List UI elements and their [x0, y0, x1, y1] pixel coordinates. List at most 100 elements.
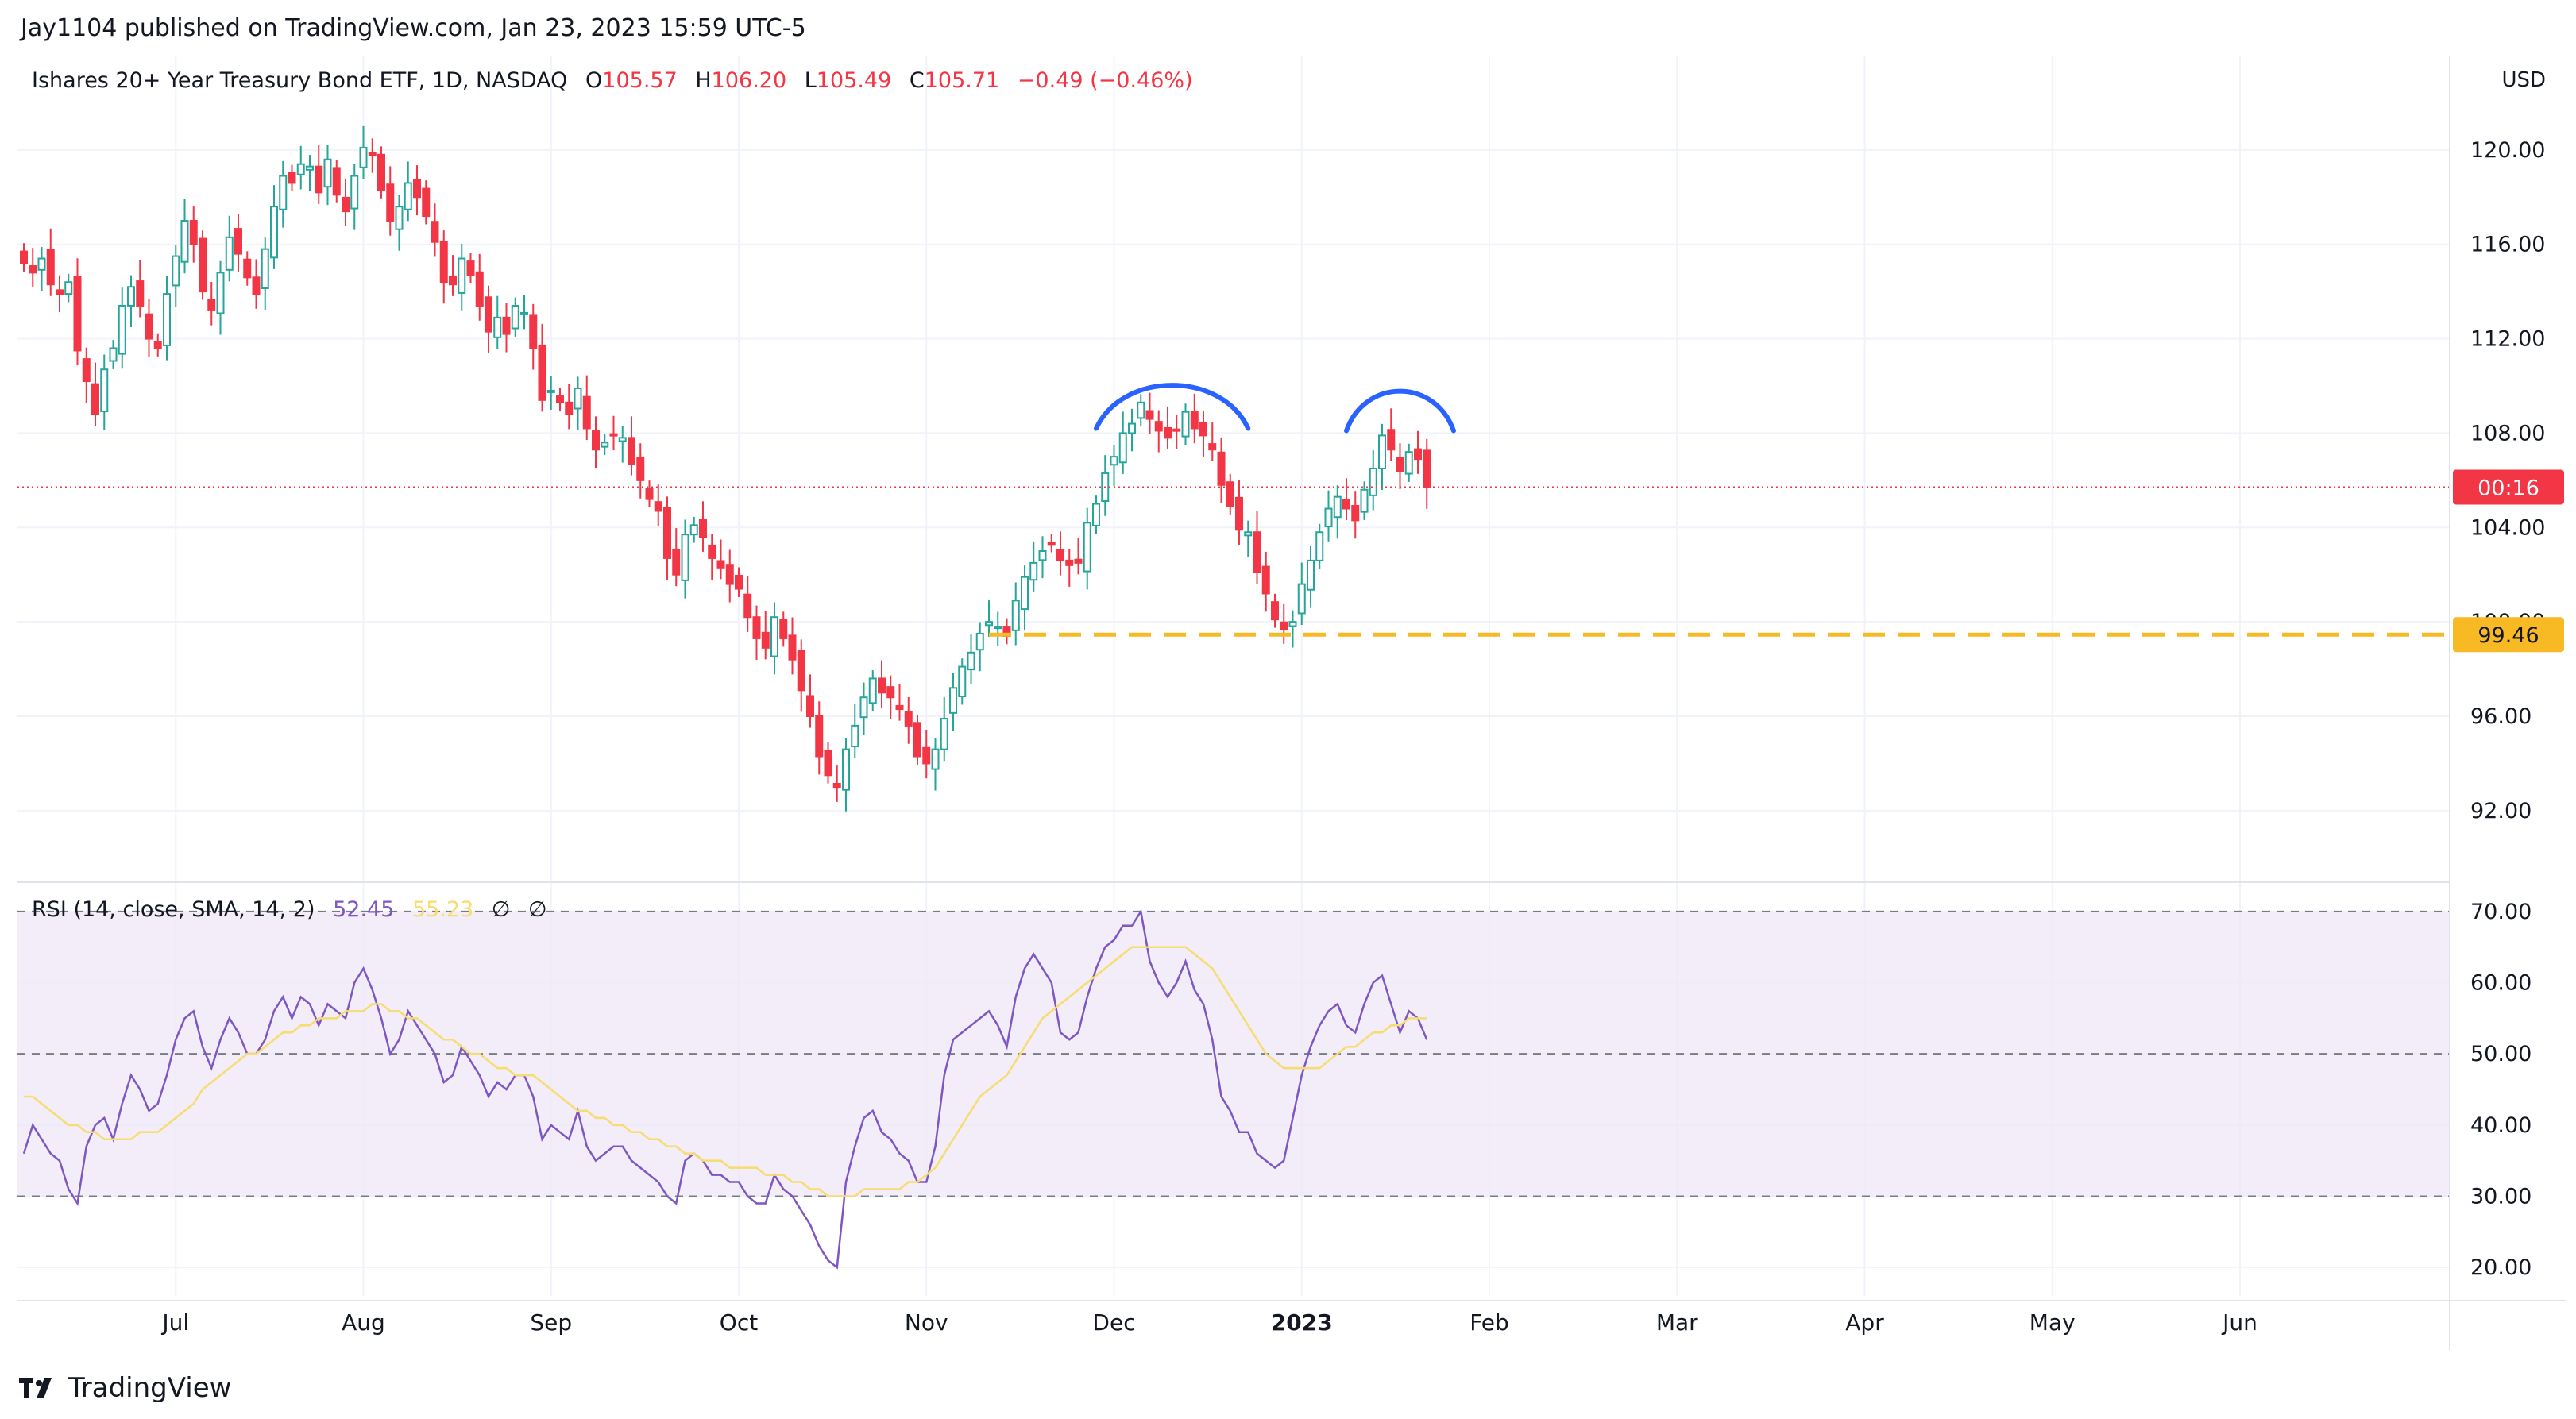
candle-body [46, 249, 55, 286]
time-tick-label: 2023 [1271, 1309, 1333, 1336]
candle-body [252, 276, 261, 295]
candle-body [306, 165, 314, 171]
candle-body [1369, 468, 1377, 496]
candle-body [1110, 456, 1118, 466]
symbol-title[interactable]: Ishares 20+ Year Treasury Bond ETF, 1D, … [32, 68, 568, 93]
candle-body [618, 437, 627, 442]
candle-body [350, 175, 359, 210]
candle-body [788, 634, 797, 661]
high-label: H [695, 68, 712, 93]
candle-body [1181, 411, 1190, 438]
candle-body [29, 265, 37, 274]
candle-body [243, 258, 252, 279]
time-tick-label: Feb [1470, 1309, 1509, 1336]
candle-body [1253, 531, 1261, 573]
support-badge [2453, 617, 2564, 653]
candle-body [832, 782, 841, 789]
publisher-line[interactable]: Jay1104 published on TradingView.com, Ja… [21, 14, 806, 42]
candle-body [538, 344, 546, 401]
candle-body [797, 650, 805, 692]
rsi-tick-label: 70.00 [2470, 900, 2532, 924]
rsi-title[interactable]: RSI (14, close, SMA, 14, 2) [32, 897, 315, 922]
candle-body [439, 241, 448, 283]
candle-body [1387, 429, 1396, 451]
high-value: 106.20 [711, 68, 787, 93]
candle-body [672, 549, 681, 576]
candle-body [413, 179, 421, 199]
time-tick-label: Sep [530, 1309, 572, 1336]
candle-body [502, 316, 511, 335]
candle-body [199, 237, 207, 293]
rsi-axis[interactable]: 20.00 30.00 40.00 50.00 60.00 70.00 [2470, 900, 2532, 1280]
candle-body [994, 626, 1002, 630]
candle-body [1074, 558, 1083, 564]
tradingview-brand[interactable]: TradingView [19, 1372, 231, 1404]
candle-body [136, 280, 145, 307]
candle-body [109, 347, 118, 362]
candle-body [815, 715, 824, 758]
candle-body [699, 519, 707, 538]
candle-body [752, 616, 761, 639]
close-label: C [909, 68, 925, 93]
support-badge-label: 99.46 [2478, 623, 2539, 648]
candle-body [172, 255, 180, 287]
candle-body [716, 560, 725, 569]
candle-body [449, 276, 457, 286]
candle-body [431, 221, 439, 243]
time-axis[interactable]: Jul Aug Sep Oct Nov Dec 2023 Feb Mar Apr May Jun [160, 1309, 2257, 1336]
candle-body [279, 175, 288, 210]
candle-body [1423, 449, 1431, 488]
candle-body [708, 544, 716, 559]
candle-body [296, 163, 305, 175]
candle-body [386, 183, 395, 222]
currency-label[interactable]: USD [2501, 68, 2546, 92]
candle-body [1226, 481, 1234, 507]
candle-body [1396, 457, 1404, 472]
empty-value-2: ∅ [528, 897, 547, 922]
candle-body [493, 316, 502, 338]
candle-body [1065, 559, 1074, 566]
candle-body [1360, 488, 1369, 513]
last-price-countdown: 00:16 [2478, 476, 2539, 500]
time-tick-label: Dec [1092, 1309, 1135, 1336]
left-shoulder-arc [1094, 383, 1251, 431]
candle-body [1038, 550, 1047, 561]
candle-body [725, 564, 734, 585]
candle-body [1164, 426, 1172, 439]
candle-body [1280, 621, 1288, 630]
candle-body [466, 260, 475, 276]
candle-body [1404, 451, 1413, 475]
price-tick-label: 116.00 [2470, 233, 2545, 257]
rsi-value: 52.45 [333, 897, 395, 922]
candle-body [475, 271, 484, 307]
candle-body [609, 433, 618, 437]
candle-body [868, 677, 877, 704]
candle-body [1199, 422, 1207, 437]
candle-body [922, 746, 931, 765]
candle-body [663, 507, 671, 559]
candle-body [958, 665, 967, 698]
candle-body [1190, 411, 1199, 430]
candle-body [565, 401, 574, 415]
candle-body [779, 619, 788, 639]
candle-body [1235, 496, 1243, 531]
candle-body [100, 368, 109, 413]
candle-body [56, 289, 64, 295]
rsi-tick-label: 20.00 [2470, 1255, 2532, 1280]
candle-body [1011, 600, 1020, 631]
candle-body [628, 437, 635, 465]
candle-body [163, 293, 171, 346]
candle-body [824, 750, 832, 777]
candle-body [735, 574, 743, 590]
candle-body [654, 501, 662, 512]
candle-body [886, 686, 895, 699]
candle-body [1083, 522, 1091, 573]
candle-body [422, 187, 431, 218]
candle-body [511, 304, 519, 330]
candle-body [770, 616, 778, 657]
candle-body [743, 593, 752, 619]
candle-body [761, 631, 770, 649]
rsi-tick-label: 60.00 [2470, 971, 2532, 996]
candle-body [1261, 565, 1270, 595]
candle-body [1092, 503, 1100, 526]
